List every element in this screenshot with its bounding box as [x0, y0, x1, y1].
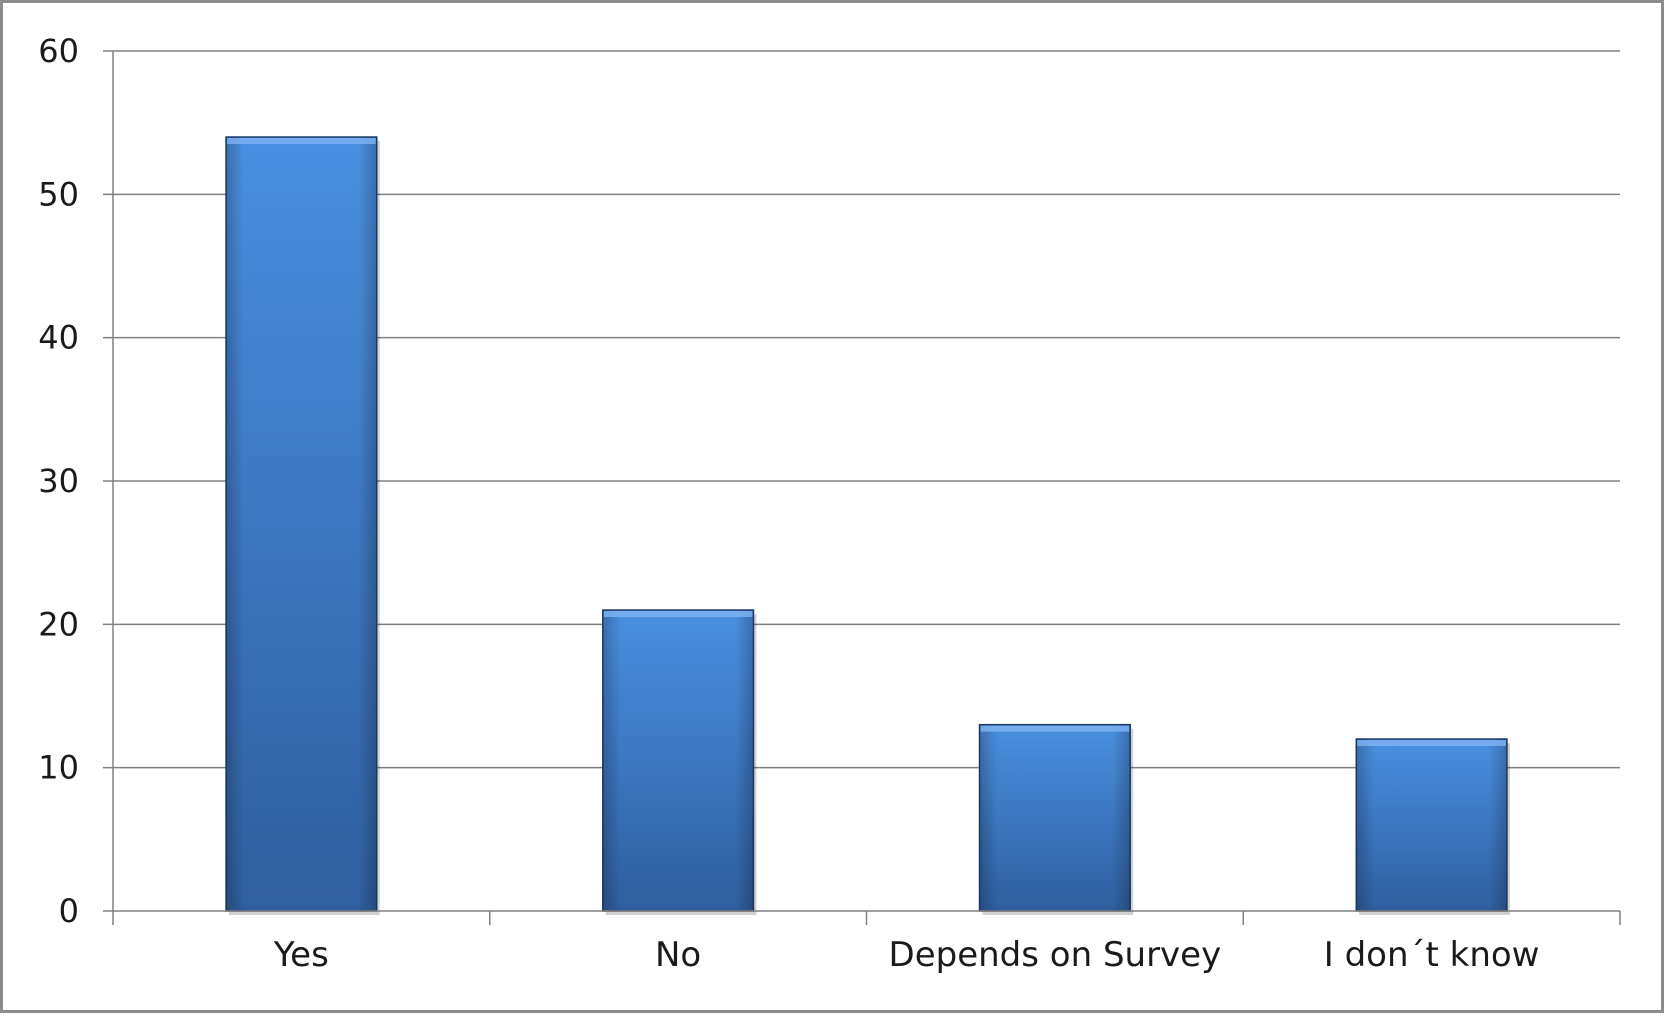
y-tick-label: 30 — [38, 462, 79, 500]
y-tick-label: 0 — [59, 892, 79, 930]
bar-top-highlight — [980, 725, 1130, 732]
y-axis-tick-labels: 0 10 20 30 40 50 60 — [38, 32, 79, 930]
bar-bevel — [602, 610, 754, 911]
bar-top-highlight — [1357, 740, 1506, 746]
axes — [103, 50, 1621, 925]
bar-group — [978, 723, 1134, 915]
bar-top-highlight — [227, 138, 376, 144]
bars — [225, 136, 1510, 915]
x-axis-category-labels: Yes No Depends on Survey I don´t know — [273, 935, 1540, 975]
y-tick-label: 60 — [38, 32, 79, 70]
x-category-label: I don´t know — [1324, 935, 1540, 975]
x-category-label: Yes — [273, 935, 329, 975]
bar-bevel — [1356, 739, 1507, 911]
bar-top-highlight — [603, 611, 753, 617]
x-category-label: No — [655, 935, 701, 975]
bar-bevel — [226, 137, 377, 911]
bar-chart: 0 10 20 30 40 50 60 Yes No Depends on Survey I do… — [38, 32, 1621, 975]
bar-group — [1355, 738, 1510, 915]
y-tick-label: 50 — [38, 175, 79, 213]
x-category-label: Depends on Survey — [889, 935, 1222, 975]
bar-group — [602, 609, 757, 915]
y-tick-label: 20 — [38, 605, 79, 643]
y-tick-label: 40 — [38, 319, 79, 357]
bar-bevel — [979, 724, 1131, 911]
y-tick-label: 10 — [38, 749, 79, 787]
bar-group — [225, 136, 380, 915]
